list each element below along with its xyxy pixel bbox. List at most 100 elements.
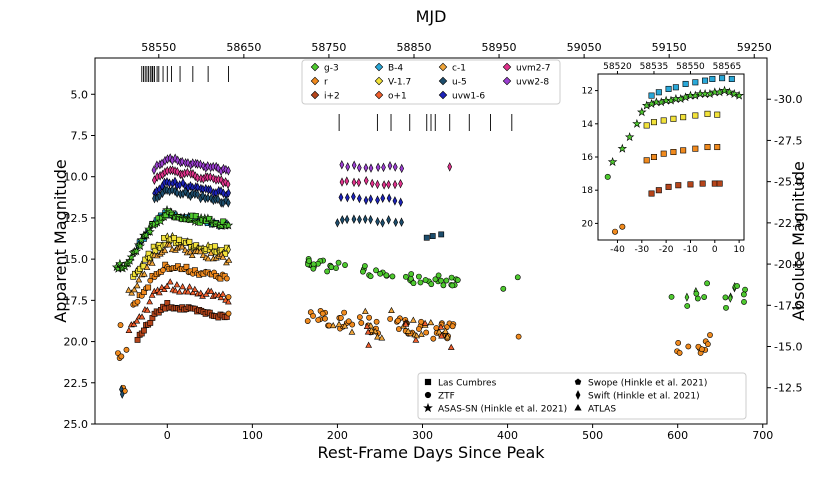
data-point — [171, 287, 179, 294]
data-point — [392, 196, 398, 206]
inset-y-tick-label: 18 — [582, 186, 594, 196]
inset-data-point — [724, 87, 735, 97]
data-point — [342, 262, 348, 268]
inset-data-point — [632, 118, 642, 128]
instrument-legend-box — [417, 372, 747, 420]
data-point — [166, 241, 173, 248]
inset-data-point — [670, 115, 677, 122]
data-point — [368, 194, 374, 204]
data-point — [151, 165, 157, 175]
filter-legend-marker — [502, 76, 512, 86]
y-tick-label: 17.5 — [64, 294, 89, 307]
inset-data-point — [714, 111, 721, 118]
data-point — [723, 304, 729, 311]
data-point — [404, 327, 412, 334]
data-point — [174, 188, 180, 198]
data-point — [195, 189, 200, 200]
filter-legend-label: o+1 — [388, 92, 407, 102]
data-point — [225, 310, 232, 317]
x-tick-label: 700 — [752, 429, 773, 442]
data-point — [360, 268, 366, 275]
inset-data-point — [709, 75, 716, 82]
data-point — [514, 274, 521, 281]
instrument-legend-marker — [424, 391, 432, 399]
filter-legend-marker — [374, 90, 384, 100]
data-point — [378, 334, 386, 341]
filter-legend-marker — [502, 62, 512, 72]
data-point — [335, 320, 343, 327]
data-point — [324, 268, 331, 275]
data-point — [171, 235, 178, 241]
data-point — [417, 279, 424, 286]
data-point — [433, 325, 440, 331]
inset-mjd-tick-label: 58520 — [603, 62, 632, 72]
data-point — [196, 248, 204, 255]
data-point — [410, 280, 417, 287]
inset-x-tick-label: -20 — [659, 245, 674, 255]
data-point — [734, 283, 740, 289]
instrument-legend-marker — [574, 378, 582, 385]
data-point — [358, 320, 365, 326]
data-point — [141, 327, 147, 334]
data-point — [199, 251, 207, 258]
data-point — [145, 226, 155, 236]
filter-legend-label: i+2 — [324, 92, 340, 102]
data-point — [119, 389, 125, 399]
data-point — [741, 299, 747, 305]
data-point — [351, 214, 357, 224]
abs-mag-tick-label: -20.0 — [774, 258, 802, 271]
inset-data-point — [704, 110, 711, 117]
x-axis-label: Rest-Frame Days Since Peak — [317, 443, 545, 462]
inset-data-point — [719, 75, 726, 82]
filter-legend-marker — [438, 90, 448, 100]
data-point — [409, 316, 417, 323]
data-point — [143, 306, 151, 313]
instrument-legend-label: ZTF — [438, 392, 455, 402]
data-point — [123, 346, 130, 353]
inset-data-point — [665, 85, 672, 92]
data-point — [388, 306, 395, 314]
data-point — [393, 217, 399, 228]
mjd-tick-label: 58550 — [141, 41, 176, 54]
data-point — [437, 323, 445, 330]
spectra-epochs — [141, 66, 513, 131]
inset-data-point — [680, 147, 687, 154]
inset-data-point — [729, 88, 739, 98]
inset-data-point — [650, 119, 657, 126]
data-point — [225, 256, 233, 263]
inset-data-point — [648, 92, 655, 99]
data-point — [205, 161, 211, 171]
data-point — [380, 218, 385, 228]
y-tick-label: 5.0 — [71, 88, 89, 101]
data-point — [179, 156, 185, 167]
data-point — [179, 283, 186, 290]
data-point — [684, 303, 691, 309]
data-point — [438, 277, 444, 284]
data-point — [363, 163, 369, 173]
data-point — [333, 265, 339, 271]
inset-data-point — [655, 89, 662, 96]
axes: 0 100 200 300 400 500 600 7005.07.510.012.515.0… — [64, 41, 803, 442]
data-point — [348, 328, 356, 335]
data-point — [134, 336, 141, 343]
data-point — [422, 277, 429, 283]
filter-legend-label: uvm2-7 — [516, 64, 551, 74]
data-point — [357, 214, 362, 225]
data-point — [223, 220, 234, 230]
data-point — [694, 295, 701, 302]
data-point — [184, 288, 192, 295]
data-point — [500, 285, 507, 292]
inset-data-point — [660, 117, 667, 124]
mjd-tick-label: 59050 — [567, 41, 602, 54]
data-point — [146, 298, 154, 305]
instrument-legend-marker — [574, 403, 582, 411]
instrument-legend-label: Swope (Hinkle et al. 2021) — [588, 379, 707, 389]
inset-data-point — [637, 107, 647, 117]
data-point — [339, 160, 345, 170]
instrument-legend-label: Swift (Hinkle et al. 2021) — [588, 392, 700, 402]
data-point — [212, 243, 218, 250]
x-tick-label: 0 — [164, 429, 171, 442]
data-point — [349, 321, 356, 328]
data-point — [344, 176, 350, 186]
